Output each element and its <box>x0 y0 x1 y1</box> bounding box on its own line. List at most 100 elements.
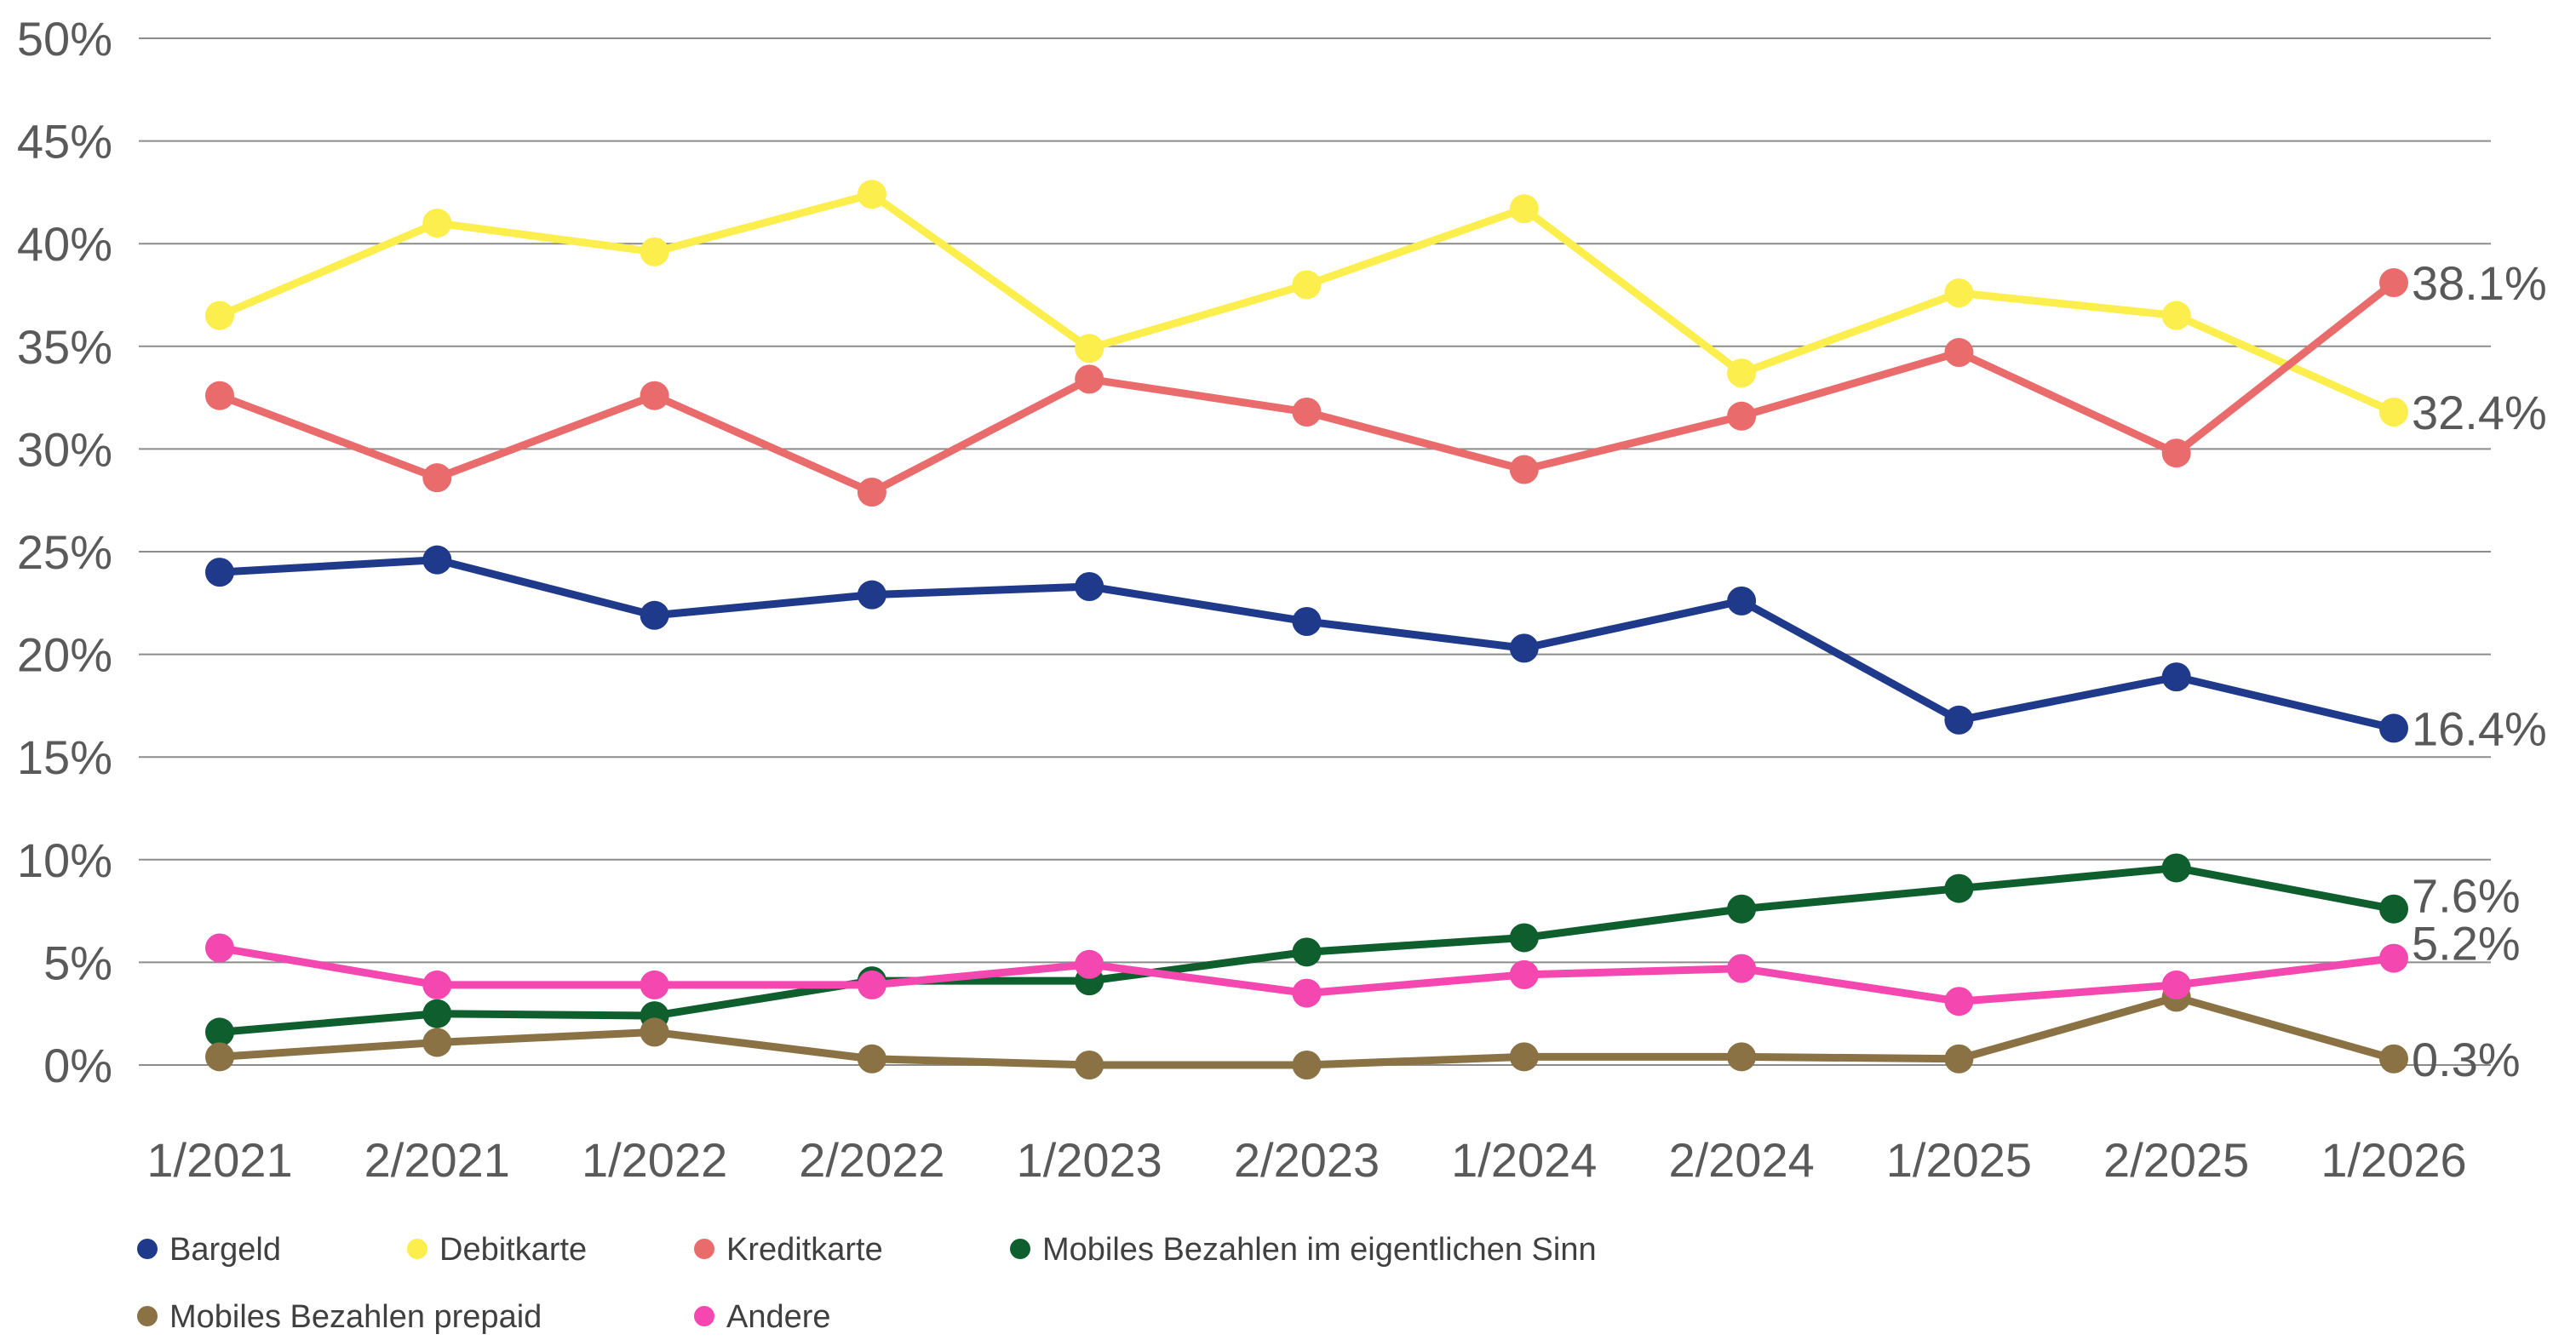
data-point <box>640 970 669 999</box>
data-point <box>2161 662 2191 692</box>
series-debitkarte <box>205 180 2408 427</box>
data-point <box>422 999 452 1028</box>
data-point <box>2379 713 2408 743</box>
legend-label: Bargeld <box>169 1232 281 1268</box>
data-point <box>1727 1042 1757 1072</box>
y-tick-label: 5% <box>43 936 112 989</box>
x-tick-label: 1/2022 <box>582 1133 727 1187</box>
data-point <box>2161 853 2191 883</box>
data-point <box>1075 364 1104 394</box>
data-point <box>857 180 886 209</box>
data-point <box>2379 1044 2408 1074</box>
legend-label: Andere <box>726 1299 831 1335</box>
data-point <box>1292 607 1322 637</box>
end-label-mobiles-bezahlen-im-eigentlichen-sinn: 7.6% <box>2412 869 2521 923</box>
data-point <box>422 463 452 493</box>
y-tick-label: 40% <box>17 217 112 271</box>
data-point <box>1944 705 1974 735</box>
data-point <box>2161 970 2191 999</box>
legend-label: Mobiles Bezahlen prepaid <box>169 1299 542 1335</box>
y-tick-label: 0% <box>43 1039 112 1092</box>
end-label-andere: 5.2% <box>2412 917 2521 971</box>
data-point <box>1292 978 1322 1008</box>
legend-item-kreditkarte: Kreditkarte <box>694 1232 883 1268</box>
data-point <box>1509 1042 1539 1072</box>
data-point <box>2379 268 2408 298</box>
data-point <box>1292 1051 1322 1079</box>
series-line <box>215 190 2398 416</box>
data-point <box>1944 338 1974 368</box>
end-value-labels: 16.4% 32.4% 38.1% 7.6% 0.3% 5.2% <box>2412 256 2547 1086</box>
x-tick-label: 1/2024 <box>1451 1133 1597 1187</box>
series-mobiles-bezahlen-im-eigentlichen-sinn <box>205 853 2408 1047</box>
end-label-bargeld: 16.4% <box>2412 701 2547 755</box>
y-tick-label: 30% <box>17 422 112 476</box>
legend-marker <box>407 1239 427 1259</box>
end-label-kreditkarte: 38.1% <box>2412 256 2547 310</box>
data-point <box>1075 572 1104 602</box>
data-point <box>2379 894 2408 924</box>
data-point <box>2161 438 2191 468</box>
data-point <box>1944 873 1974 903</box>
data-point <box>1727 586 1757 616</box>
legend-item-mobiles-bezahlen-prepaid: Mobiles Bezahlen prepaid <box>137 1299 542 1335</box>
data-point <box>205 933 234 963</box>
data-point <box>422 1028 452 1057</box>
series-bargeld <box>205 545 2408 743</box>
x-axis-tick-labels: 1/2021 2/2021 1/2022 2/2022 1/2023 2/2023 1/20… <box>146 1133 2466 1187</box>
y-axis-tick-labels: 0% 5% 10% 15% 20% 25% 30% 35% 40% 45% 50% <box>17 12 112 1092</box>
data-point <box>205 1017 234 1047</box>
x-tick-label: 2/2025 <box>2103 1133 2249 1187</box>
series-line <box>215 556 2398 732</box>
y-tick-label: 50% <box>17 12 112 66</box>
x-tick-label: 2/2024 <box>1668 1133 1814 1187</box>
series-lines <box>205 180 2408 1079</box>
legend-marker <box>137 1239 158 1259</box>
data-point <box>2161 301 2191 330</box>
legend-label: Kreditkarte <box>726 1232 883 1268</box>
data-point <box>205 381 234 410</box>
x-tick-label: 2/2023 <box>1234 1133 1380 1187</box>
legend-item-andere: Andere <box>694 1299 831 1335</box>
y-tick-label: 20% <box>17 628 112 682</box>
data-point <box>857 1044 886 1074</box>
data-point <box>1509 923 1539 953</box>
data-point <box>1727 401 1757 431</box>
legend-marker <box>694 1239 714 1259</box>
y-tick-label: 25% <box>17 525 112 579</box>
series-mobiles-bezahlen-prepaid <box>205 982 2408 1079</box>
x-tick-label: 1/2026 <box>2321 1133 2466 1187</box>
data-point <box>1075 334 1104 364</box>
legend-item-mobiles-bezahlen-im-eigentlichen-sinn: Mobiles Bezahlen im eigentlichen Sinn <box>1010 1232 1597 1268</box>
data-point <box>857 478 886 507</box>
y-tick-label: 35% <box>17 320 112 374</box>
data-point <box>640 1017 669 1047</box>
x-tick-label: 1/2021 <box>146 1133 292 1187</box>
series-kreditkarte <box>205 268 2408 507</box>
y-tick-label: 45% <box>17 115 112 169</box>
legend-marker <box>1010 1239 1030 1259</box>
data-point <box>1509 959 1539 989</box>
data-point <box>422 545 452 575</box>
gridlines <box>139 37 2491 1066</box>
legend-marker <box>137 1306 158 1326</box>
y-tick-label: 15% <box>17 730 112 784</box>
legend-item-debitkarte: Debitkarte <box>407 1232 587 1268</box>
data-point <box>1727 358 1757 388</box>
data-point <box>422 970 452 999</box>
data-point <box>857 580 886 610</box>
series-andere <box>205 933 2408 1016</box>
data-point <box>2379 943 2408 973</box>
data-point <box>1292 270 1322 300</box>
x-tick-label: 2/2021 <box>364 1133 510 1187</box>
data-point <box>1509 455 1539 484</box>
data-point <box>205 558 234 587</box>
data-point <box>1944 278 1974 308</box>
legend-label: Debitkarte <box>439 1232 587 1268</box>
data-point <box>1727 894 1757 924</box>
legend-marker <box>694 1306 714 1326</box>
data-point <box>1944 987 1974 1016</box>
data-point <box>1075 949 1104 979</box>
x-tick-label: 1/2023 <box>1017 1133 1162 1187</box>
x-tick-label: 1/2025 <box>1886 1133 2032 1187</box>
